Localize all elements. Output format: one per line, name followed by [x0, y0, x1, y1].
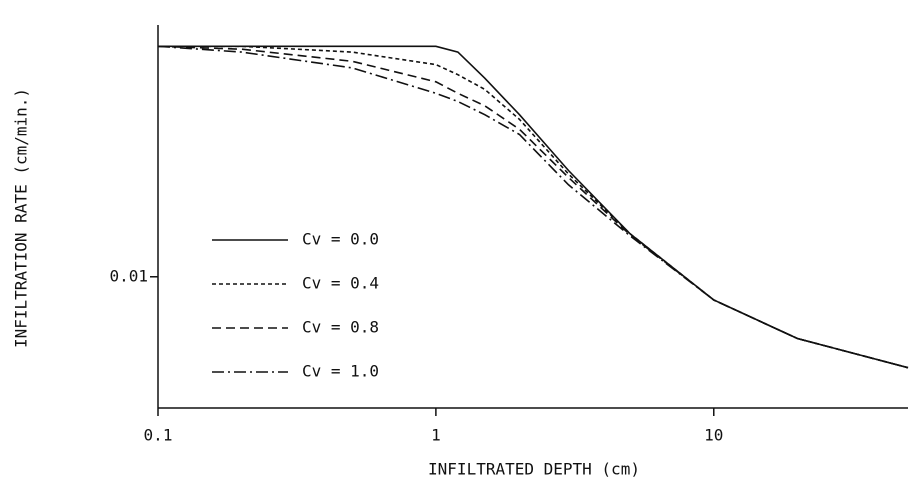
series-line — [158, 45, 909, 369]
series-line — [157, 45, 909, 369]
x-tick-label: 1 — [431, 426, 441, 445]
x-axis-label: INFILTRATED DEPTH (cm) — [428, 460, 640, 479]
y-tick-label: 0.01 — [109, 266, 148, 285]
legend-label: Cv = 1.0 — [302, 362, 379, 381]
legend-label: Cv = 0.0 — [302, 230, 379, 249]
x-tick-label: 0.1 — [144, 426, 173, 445]
legend-label: Cv = 0.8 — [302, 318, 379, 337]
series-line — [158, 45, 909, 369]
series-line — [157, 45, 909, 369]
legend-label: Cv = 0.4 — [302, 274, 379, 293]
x-tick-label: 10 — [704, 426, 723, 445]
y-axis-label: INFILTRATION RATE (cm/min.) — [12, 88, 31, 348]
